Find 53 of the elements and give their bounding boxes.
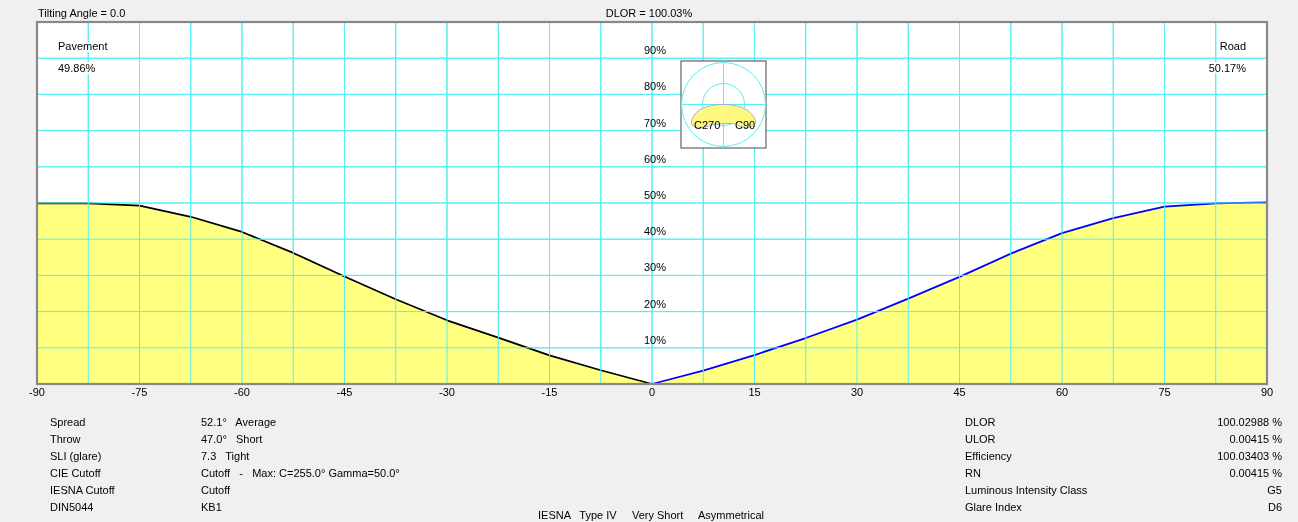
y-tick-label: 30%	[644, 261, 667, 274]
x-tick-label: -30	[439, 386, 455, 398]
x-tick-label: 0	[648, 386, 656, 398]
text: CIE Cutoff	[50, 467, 102, 479]
text: RN	[965, 467, 981, 479]
text: DLOR	[965, 416, 996, 428]
annotation: C270	[694, 119, 721, 131]
text: Glare Index	[965, 501, 1023, 513]
text: 7.3 Tight	[201, 450, 250, 462]
y-tick-label: 80%	[644, 80, 667, 93]
text: 100.03403 %	[1217, 450, 1283, 462]
y-tick-label: 70%	[644, 116, 667, 129]
text: 100.02988 %	[1217, 416, 1283, 428]
x-tick-label: 45	[953, 386, 966, 398]
text: 0.00415 %	[1229, 467, 1283, 479]
x-tick-label: 75	[1158, 386, 1171, 398]
annotation: Road	[1219, 40, 1246, 52]
text: Cutoff	[201, 484, 232, 496]
y-tick-label: 40%	[644, 225, 667, 238]
text: G5	[1267, 484, 1282, 496]
y-tick-label: 20%	[644, 297, 667, 310]
text: Spread	[50, 416, 86, 428]
y-tick-label: 90%	[644, 44, 667, 57]
text: 47.0° Short	[201, 433, 263, 445]
y-tick-label: 50%	[644, 189, 667, 201]
x-tick-label: 30	[850, 386, 864, 398]
text: KB1	[201, 501, 222, 513]
x-tick-label: -75	[131, 386, 148, 398]
x-tick-label: 90	[1260, 386, 1274, 398]
text: IESNA Type IV Very Short Asymmetrical	[538, 509, 764, 521]
x-tick-label: -45	[336, 386, 353, 398]
text: D6	[1267, 501, 1282, 513]
polar-intensity-diagram: C270 C90	[680, 60, 767, 149]
x-tick-label: -60	[234, 386, 250, 398]
text: SLI (glare)	[50, 450, 102, 462]
text: Cutoff - Max: C=255.0° Gamma=50.0°	[201, 467, 400, 479]
text: 0.00415 %	[1229, 433, 1283, 445]
x-tick-label: 60	[1055, 386, 1069, 398]
text: ULOR	[965, 433, 996, 445]
text: 52.1° Average	[201, 416, 277, 428]
x-tick-label: 15	[748, 386, 761, 398]
text: Efficiency	[965, 450, 1013, 462]
text: Tilting Angle = 0.0	[38, 7, 126, 19]
chart-title: DLOR = 100.03%	[605, 7, 693, 19]
annotation: C90	[735, 119, 756, 131]
text: IESNA Cutoff	[50, 484, 116, 496]
text: Throw	[50, 433, 81, 445]
y-tick-label: 60%	[644, 152, 667, 165]
text: Luminous Intensity Class	[965, 484, 1088, 496]
x-tick-label: -90	[29, 386, 45, 398]
x-tick-label: -15	[541, 386, 558, 398]
y-tick-label: 10%	[644, 333, 667, 346]
text: DIN5044	[50, 501, 94, 513]
